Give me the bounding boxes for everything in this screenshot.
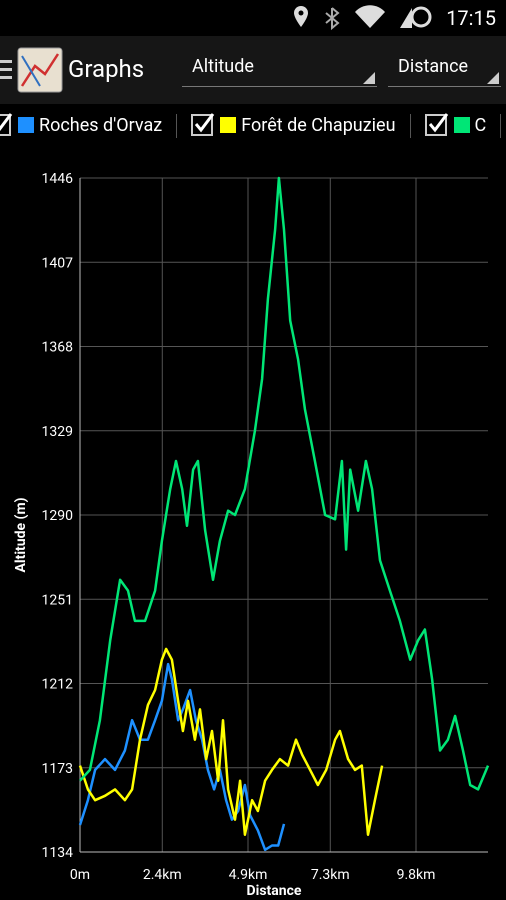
gps-icon: [294, 6, 308, 27]
legend-swatch: [453, 117, 470, 133]
chart: 1134 1173 1212 1251 1290 1329 1368 1407 1446 0m 2.…: [13, 171, 490, 899]
y-tick-label: 1251: [42, 592, 73, 608]
sync-icon: [410, 6, 432, 28]
series-line: [78, 662, 286, 852]
spinner[interactable]: Altitude: [182, 56, 377, 87]
signal-icon: [400, 8, 412, 28]
status-icons: [294, 5, 432, 31]
legend-label: Forêt de Chapuzieu: [241, 115, 396, 136]
y-tick-label: 1446: [42, 171, 74, 187]
x-tick-label: 9.8km: [397, 867, 436, 883]
x-axis-label: Distance: [247, 883, 302, 899]
y-tick-label: 1290: [42, 508, 74, 524]
x-tick-label: 2.4km: [143, 867, 182, 883]
checkbox[interactable]: [190, 104, 242, 148]
app-icon[interactable]: [0, 36, 66, 104]
checkbox[interactable]: [424, 104, 476, 148]
x-tick-label: 4.9km: [229, 867, 268, 883]
legend-label: Roches d'Orvaz: [39, 115, 163, 136]
toolbar-title: Graphs: [68, 55, 145, 83]
clock: 17:15: [446, 6, 496, 30]
wifi-icon: [355, 5, 385, 29]
bluetooth-icon: [325, 7, 340, 31]
x-tick-label: 7.3km: [311, 867, 350, 883]
x-tick-label: 0m: [70, 867, 90, 883]
series-line: [78, 647, 384, 836]
y-tick-label: 1368: [42, 340, 74, 356]
series-line: [79, 176, 490, 791]
legend-swatch: [18, 117, 34, 133]
spinner[interactable]: Distance: [388, 56, 501, 87]
legend-divider: [176, 114, 178, 138]
y-tick-label: 1134: [42, 845, 74, 861]
spinner-text: Distance: [398, 56, 469, 77]
legend-swatch: [220, 117, 237, 133]
y-axis-label: Altitude (m): [13, 497, 29, 572]
legend-divider: [409, 114, 411, 138]
y-tick-label: 1212: [42, 677, 74, 693]
status-bar: 17:15: [0, 0, 506, 36]
y-tick-label: 1407: [42, 255, 74, 271]
toolbar: Graphs Altitude Distance: [0, 36, 506, 104]
legend-divider: [500, 114, 502, 138]
checkbox[interactable]: [0, 104, 40, 148]
y-tick-label: 1173: [42, 761, 73, 777]
spinner-text: Altitude: [192, 56, 254, 77]
legend: Roches d'Orvaz Forêt de Chapuzieu C: [0, 104, 506, 148]
legend-label: C: [474, 115, 487, 136]
y-tick-label: 1329: [42, 424, 73, 440]
